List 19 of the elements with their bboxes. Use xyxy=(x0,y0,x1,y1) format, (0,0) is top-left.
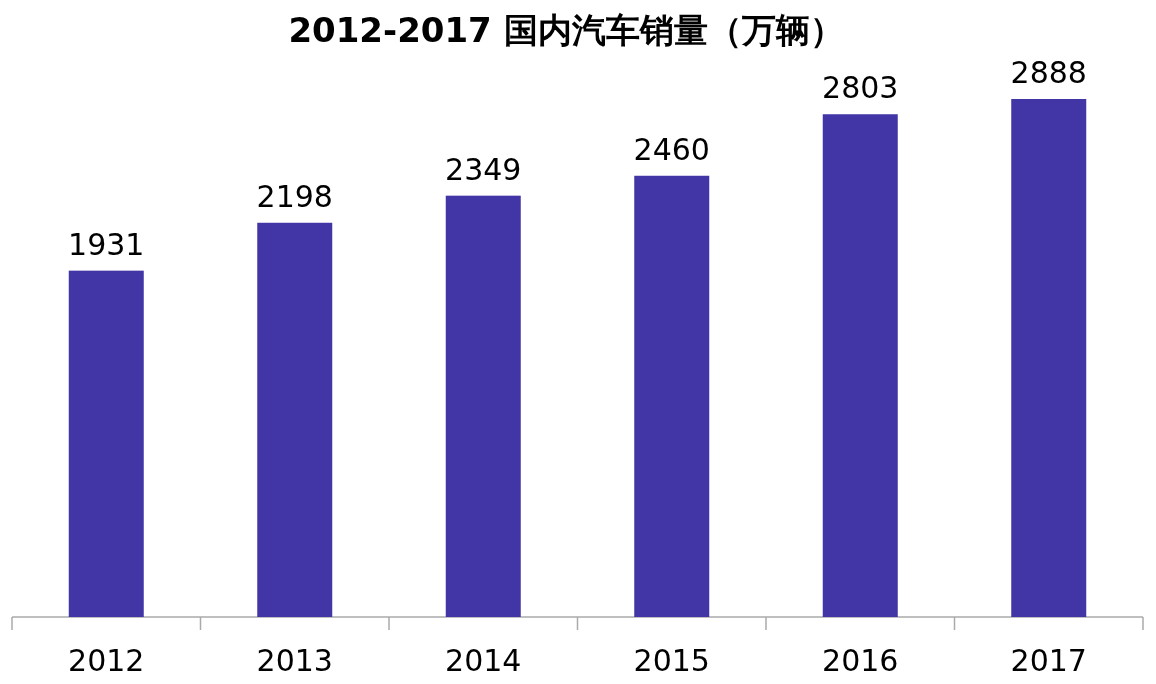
x-tick-label: 2014 xyxy=(445,643,522,678)
x-tick-label: 2015 xyxy=(633,643,710,678)
bar xyxy=(257,222,333,617)
x-tick-label: 2012 xyxy=(68,643,145,678)
bar xyxy=(1011,99,1087,617)
data-label: 2888 xyxy=(1010,55,1087,90)
chart-title: 2012-2017 国内汽车销量（万辆） xyxy=(288,10,844,50)
bar xyxy=(822,114,898,617)
data-label: 2803 xyxy=(822,70,899,106)
bar xyxy=(68,270,144,617)
data-label: 2349 xyxy=(445,151,522,187)
bar xyxy=(634,175,710,617)
data-label: 2460 xyxy=(633,131,710,167)
x-tick-label: 2017 xyxy=(1010,643,1087,678)
x-tick-label: 2013 xyxy=(256,643,333,678)
data-label: 2198 xyxy=(256,178,333,214)
bar xyxy=(445,195,521,617)
data-label: 1931 xyxy=(68,226,145,262)
x-tick-label: 2016 xyxy=(822,643,899,678)
